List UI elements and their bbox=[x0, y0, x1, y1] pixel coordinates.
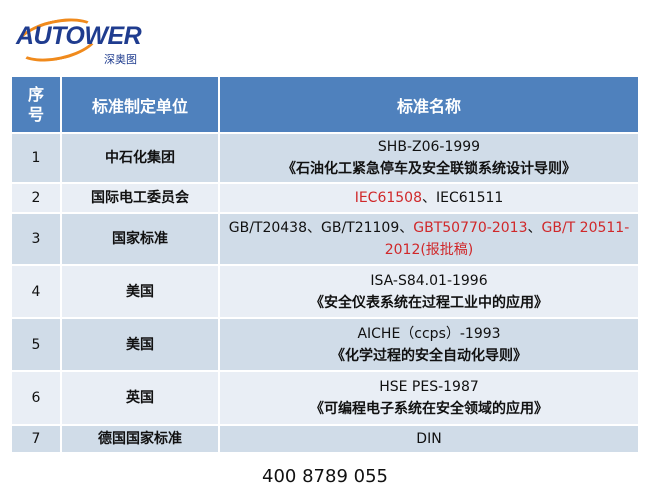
row-standard-name: AICHE（ccps）-1993 《化学过程的安全自动化导则》 bbox=[218, 317, 640, 372]
row-number: 7 bbox=[10, 424, 62, 454]
autower-logo: AUTOWER 深奥图 bbox=[10, 11, 142, 69]
standard-text: 《安全仪表系统在过程工业中的应用》 bbox=[310, 294, 548, 311]
table-header: 序号 标准制定单位 标准名称 bbox=[10, 75, 640, 134]
row-standard-name: DIN bbox=[218, 424, 640, 454]
standard-text: HSE PES-1987 bbox=[379, 379, 479, 395]
standard-text: 、IEC61511 bbox=[422, 190, 504, 206]
standard-text: AICHE（ccps）-1993 bbox=[357, 325, 501, 342]
row-number: 4 bbox=[10, 264, 62, 319]
row-standard-name: ISA-S84.01-1996 《安全仪表系统在过程工业中的应用》 bbox=[218, 264, 640, 319]
table-row: 4 美国 ISA-S84.01-1996 《安全仪表系统在过程工业中的应用》 bbox=[10, 264, 640, 319]
table-row: 3 国家标准 GB/T20438、GB/T21109、GBT50770-2013、G… bbox=[10, 212, 640, 266]
row-standard-name: SHB-Z06-1999 《石油化工紧急停车及安全联锁系统设计导则》 bbox=[218, 132, 640, 184]
standard-text: 、 bbox=[527, 220, 542, 236]
row-number: 6 bbox=[10, 370, 62, 426]
header-name: 标准名称 bbox=[218, 75, 640, 134]
table-row: 6 英国 HSE PES-1987 《可编程电子系统在安全领域的应用》 bbox=[10, 370, 640, 426]
standard-text: GB/T20438、GB/T21109、 bbox=[228, 220, 414, 236]
standard-text: 《化学过程的安全自动化导则》 bbox=[331, 347, 527, 364]
standards-table: 序号 标准制定单位 标准名称 1 中石化集团 SHB-Z06-1999 《石油化工紧急… bbox=[10, 75, 640, 454]
highlighted-standard: GBT50770-2013 bbox=[413, 220, 528, 236]
row-unit: 美国 bbox=[60, 264, 220, 319]
highlighted-standard: IEC61508 bbox=[354, 190, 422, 206]
row-number: 1 bbox=[10, 132, 62, 184]
row-number: 3 bbox=[10, 212, 62, 266]
logo-text: AUTOWER bbox=[16, 22, 142, 50]
row-standard-name: GB/T20438、GB/T21109、GBT50770-2013、GB/T 2… bbox=[218, 212, 640, 266]
header-unit: 标准制定单位 bbox=[60, 75, 220, 134]
highlighted-standard: GB/T 20511-2012(报批稿) bbox=[384, 220, 630, 258]
standard-text: 《石油化工紧急停车及安全联锁系统设计导则》 bbox=[282, 161, 576, 177]
row-unit: 德国国家标准 bbox=[60, 424, 220, 454]
row-standard-name: IEC61508、IEC61511 bbox=[218, 182, 640, 214]
row-unit: 国际电工委员会 bbox=[60, 182, 220, 214]
row-standard-name: HSE PES-1987 《可编程电子系统在安全领域的应用》 bbox=[218, 370, 640, 426]
phone-number: 400 8789 055 bbox=[262, 466, 388, 487]
row-unit: 中石化集团 bbox=[60, 132, 220, 184]
row-unit: 英国 bbox=[60, 370, 220, 426]
row-number: 2 bbox=[10, 182, 62, 214]
table-row: 1 中石化集团 SHB-Z06-1999 《石油化工紧急停车及安全联锁系统设计导则》 bbox=[10, 132, 640, 184]
header-no: 序号 bbox=[10, 75, 62, 134]
standard-text: 《可编程电子系统在安全领域的应用》 bbox=[310, 401, 548, 417]
row-unit: 国家标准 bbox=[60, 212, 220, 266]
table-row: 7 德国国家标准 DIN bbox=[10, 424, 640, 454]
standard-text: ISA-S84.01-1996 bbox=[370, 272, 488, 289]
table-row: 5 美国 AICHE（ccps）-1993 《化学过程的安全自动化导则》 bbox=[10, 317, 640, 372]
table-row: 2 国际电工委员会 IEC61508、IEC61511 bbox=[10, 182, 640, 214]
standard-text: SHB-Z06-1999 bbox=[377, 139, 481, 155]
standard-text: DIN bbox=[416, 431, 442, 447]
row-unit: 美国 bbox=[60, 317, 220, 372]
logo-subtitle: 深奥图 bbox=[104, 53, 137, 66]
row-number: 5 bbox=[10, 317, 62, 372]
